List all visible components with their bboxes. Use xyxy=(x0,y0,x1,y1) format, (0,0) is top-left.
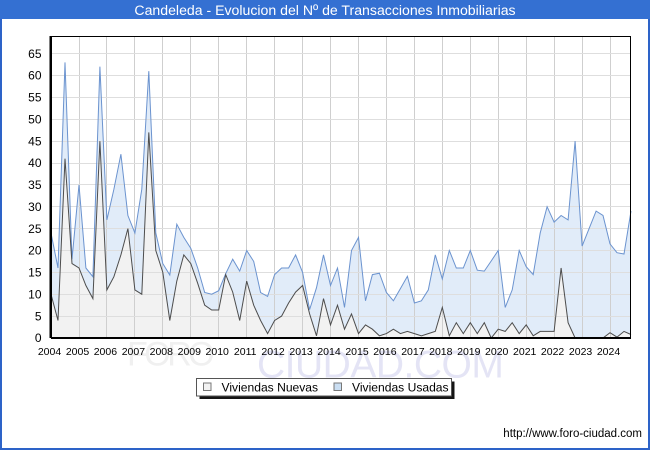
svg-text:2023: 2023 xyxy=(569,346,593,358)
svg-text:40: 40 xyxy=(28,156,42,170)
svg-text:60: 60 xyxy=(28,69,42,83)
svg-text:25: 25 xyxy=(28,222,42,236)
svg-text:55: 55 xyxy=(28,91,42,105)
svg-text:50: 50 xyxy=(28,112,42,126)
svg-text:2013: 2013 xyxy=(289,346,313,358)
svg-text:35: 35 xyxy=(28,178,42,192)
svg-text:2019: 2019 xyxy=(457,346,481,358)
svg-text:2022: 2022 xyxy=(541,346,565,358)
svg-text:15: 15 xyxy=(28,266,42,280)
svg-text:2017: 2017 xyxy=(401,346,425,358)
svg-text:2004: 2004 xyxy=(38,346,62,358)
svg-text:2020: 2020 xyxy=(485,346,509,358)
svg-text:2016: 2016 xyxy=(373,346,397,358)
svg-text:Viviendas Nuevas: Viviendas Nuevas xyxy=(222,381,319,395)
svg-text:2018: 2018 xyxy=(429,346,453,358)
svg-text:http://www.foro-ciudad.com: http://www.foro-ciudad.com xyxy=(503,428,642,440)
svg-text:2024: 2024 xyxy=(597,346,621,358)
svg-text:2005: 2005 xyxy=(66,346,90,358)
svg-text:FORO: FORO xyxy=(127,336,213,374)
svg-text:2011: 2011 xyxy=(234,346,257,358)
svg-text:65: 65 xyxy=(28,47,42,61)
svg-text:2021: 2021 xyxy=(513,346,537,358)
svg-text:2007: 2007 xyxy=(122,346,146,358)
svg-text:Candeleda - Evolucion del Nº d: Candeleda - Evolucion del Nº de Transacc… xyxy=(134,2,515,18)
svg-text:45: 45 xyxy=(28,134,42,148)
svg-text:10: 10 xyxy=(28,287,42,301)
svg-text:2012: 2012 xyxy=(261,346,285,358)
svg-text:0: 0 xyxy=(35,331,42,345)
svg-text:Viviendas Usadas: Viviendas Usadas xyxy=(352,381,449,395)
svg-text:2009: 2009 xyxy=(178,346,202,358)
svg-text:2006: 2006 xyxy=(94,346,118,358)
svg-text:2010: 2010 xyxy=(206,346,230,358)
svg-text:2014: 2014 xyxy=(317,346,341,358)
svg-text:2015: 2015 xyxy=(345,346,369,358)
svg-text:30: 30 xyxy=(28,200,42,214)
svg-text:2008: 2008 xyxy=(150,346,174,358)
svg-text:5: 5 xyxy=(35,309,42,323)
svg-text:20: 20 xyxy=(28,244,42,258)
